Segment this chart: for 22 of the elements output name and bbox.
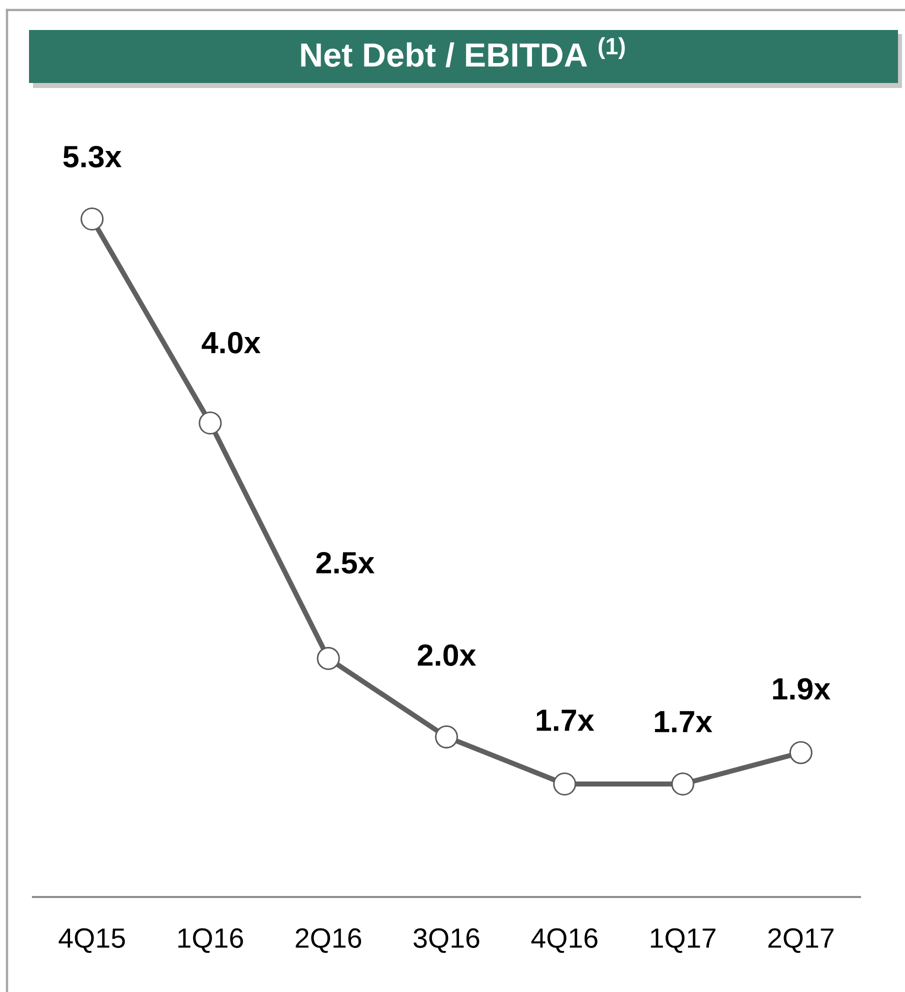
point — [671, 772, 694, 796]
point — [553, 772, 576, 796]
point — [434, 725, 458, 748]
x-tick-label: 1Q16 — [178, 928, 243, 953]
point — [316, 646, 340, 670]
x-tick-label: 2Q16 — [296, 928, 362, 953]
point — [80, 207, 104, 231]
point — [789, 741, 812, 764]
point — [198, 412, 222, 435]
data-label: 2.5x — [316, 552, 375, 574]
chart-title: Net Debt / EBITDA $^{(1)}$ — [301, 37, 625, 68]
x-tick-label: 1Q17 — [650, 928, 716, 953]
x-tick-label: 2Q17 — [768, 928, 834, 953]
data-label: 1.7x — [536, 710, 594, 731]
data-label: 2.0x — [418, 644, 476, 666]
data-label: 5.3x — [63, 146, 122, 168]
x-tick-label: 3Q16 — [414, 928, 480, 953]
x-tick-label: 4Q15 — [58, 928, 125, 953]
data-label: 1.9x — [773, 678, 830, 700]
x-tick-label: 4Q16 — [531, 928, 598, 953]
data-label: 4.0x — [202, 332, 261, 354]
data-label: 1.7x — [654, 711, 712, 732]
